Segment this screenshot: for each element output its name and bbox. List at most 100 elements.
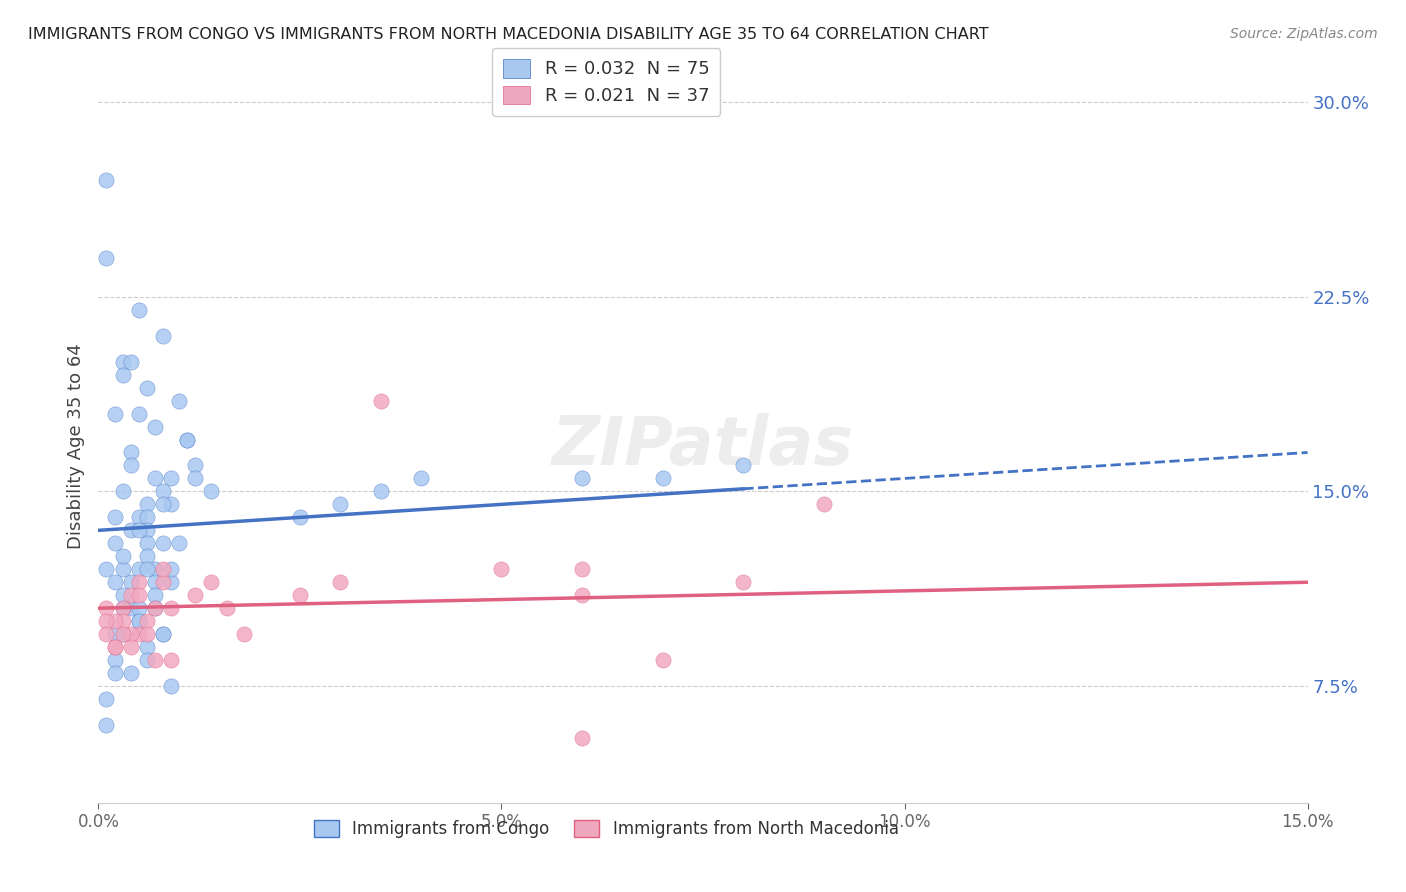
- Point: [103, 640, 125, 654]
- Point: [370, 484, 392, 499]
- Point: [176, 433, 198, 447]
- Point: [152, 627, 174, 641]
- Point: [571, 471, 593, 485]
- Point: [370, 393, 392, 408]
- Point: [152, 497, 174, 511]
- Point: [152, 562, 174, 576]
- Point: [103, 510, 125, 524]
- Point: [128, 614, 150, 628]
- Point: [128, 601, 150, 615]
- Point: [152, 536, 174, 550]
- Point: [409, 471, 432, 485]
- Point: [120, 458, 142, 473]
- Point: [96, 614, 118, 628]
- Point: [143, 471, 166, 485]
- Point: [103, 666, 125, 681]
- Point: [103, 614, 125, 628]
- Point: [103, 653, 125, 667]
- Text: IMMIGRANTS FROM CONGO VS IMMIGRANTS FROM NORTH MACEDONIA DISABILITY AGE 35 TO 64: IMMIGRANTS FROM CONGO VS IMMIGRANTS FROM…: [28, 27, 988, 42]
- Point: [813, 497, 835, 511]
- Point: [96, 173, 118, 187]
- Point: [160, 562, 183, 576]
- Point: [135, 536, 157, 550]
- Point: [103, 407, 125, 421]
- Point: [160, 497, 183, 511]
- Text: ZIPatlas: ZIPatlas: [553, 413, 853, 479]
- Point: [111, 601, 134, 615]
- Point: [152, 328, 174, 343]
- Point: [103, 627, 125, 641]
- Point: [167, 536, 190, 550]
- Point: [96, 562, 118, 576]
- Point: [128, 614, 150, 628]
- Point: [329, 497, 352, 511]
- Point: [111, 549, 134, 564]
- Point: [120, 666, 142, 681]
- Point: [120, 601, 142, 615]
- Point: [152, 575, 174, 590]
- Point: [135, 524, 157, 538]
- Point: [128, 407, 150, 421]
- Point: [152, 484, 174, 499]
- Point: [111, 614, 134, 628]
- Point: [120, 354, 142, 368]
- Point: [232, 627, 254, 641]
- Point: [103, 640, 125, 654]
- Y-axis label: Disability Age 35 to 64: Disability Age 35 to 64: [66, 343, 84, 549]
- Point: [96, 251, 118, 265]
- Point: [111, 601, 134, 615]
- Point: [184, 471, 207, 485]
- Legend: Immigrants from Congo, Immigrants from North Macedonia: Immigrants from Congo, Immigrants from N…: [307, 813, 905, 845]
- Point: [160, 471, 183, 485]
- Point: [160, 601, 183, 615]
- Point: [96, 627, 118, 641]
- Point: [651, 471, 673, 485]
- Point: [135, 562, 157, 576]
- Point: [491, 562, 513, 576]
- Point: [111, 627, 134, 641]
- Point: [96, 692, 118, 706]
- Point: [111, 354, 134, 368]
- Point: [651, 653, 673, 667]
- Point: [120, 588, 142, 602]
- Point: [120, 575, 142, 590]
- Point: [135, 549, 157, 564]
- Point: [200, 484, 222, 499]
- Point: [143, 575, 166, 590]
- Point: [111, 368, 134, 382]
- Point: [288, 510, 311, 524]
- Point: [128, 588, 150, 602]
- Point: [217, 601, 239, 615]
- Text: Source: ZipAtlas.com: Source: ZipAtlas.com: [1230, 27, 1378, 41]
- Point: [120, 445, 142, 459]
- Point: [96, 601, 118, 615]
- Point: [111, 484, 134, 499]
- Point: [733, 575, 755, 590]
- Point: [135, 640, 157, 654]
- Point: [96, 718, 118, 732]
- Point: [111, 562, 134, 576]
- Point: [128, 627, 150, 641]
- Point: [143, 419, 166, 434]
- Point: [111, 627, 134, 641]
- Point: [135, 614, 157, 628]
- Point: [120, 640, 142, 654]
- Point: [288, 588, 311, 602]
- Point: [160, 575, 183, 590]
- Point: [120, 627, 142, 641]
- Point: [128, 575, 150, 590]
- Point: [128, 562, 150, 576]
- Point: [135, 510, 157, 524]
- Point: [571, 588, 593, 602]
- Point: [135, 653, 157, 667]
- Point: [128, 510, 150, 524]
- Point: [329, 575, 352, 590]
- Point: [135, 497, 157, 511]
- Point: [184, 588, 207, 602]
- Point: [176, 433, 198, 447]
- Point: [143, 562, 166, 576]
- Point: [135, 381, 157, 395]
- Point: [103, 575, 125, 590]
- Point: [571, 562, 593, 576]
- Point: [152, 627, 174, 641]
